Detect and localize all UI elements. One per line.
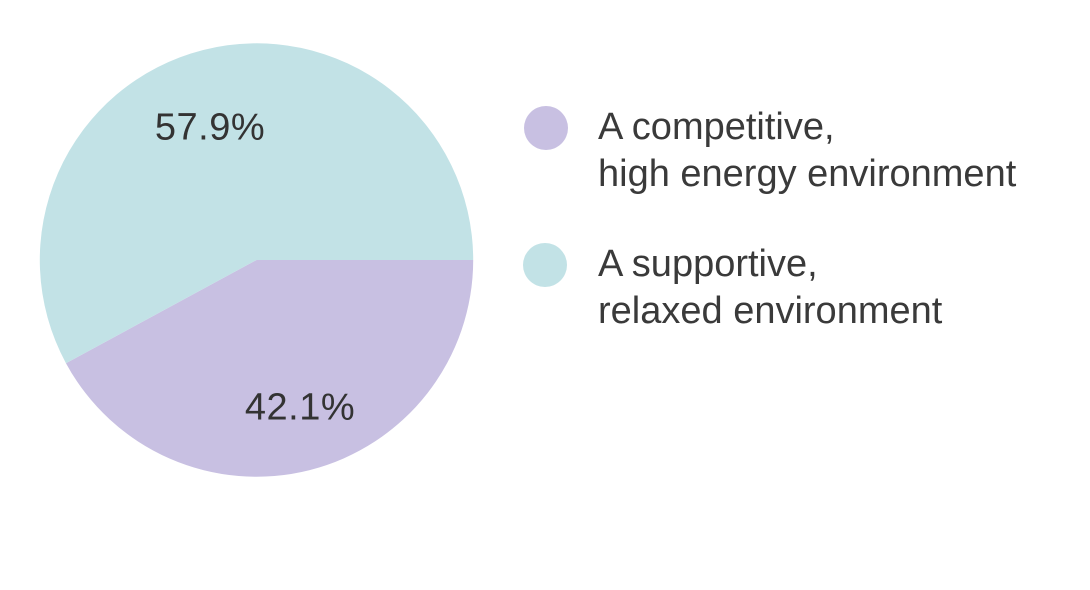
legend-label-line: A supportive, [598, 243, 818, 285]
legend-label-line: high energy environment [598, 153, 1017, 195]
slice-label-supportive: 57.9% [154, 106, 266, 149]
pie-slice-competitive [65, 260, 474, 477]
legend-swatch-supportive-icon [523, 243, 567, 287]
slice-label-competitive: 42.1% [244, 386, 356, 429]
legend-label-line: relaxed environment [598, 290, 943, 332]
legend-item-competitive: A competitive, high energy environment [598, 104, 1016, 198]
pie-slice-supportive [39, 43, 474, 364]
legend-label-line: A competitive, [598, 106, 835, 148]
legend-item-supportive: A supportive, relaxed environment [598, 241, 942, 335]
legend-swatch-competitive-icon [524, 106, 568, 150]
